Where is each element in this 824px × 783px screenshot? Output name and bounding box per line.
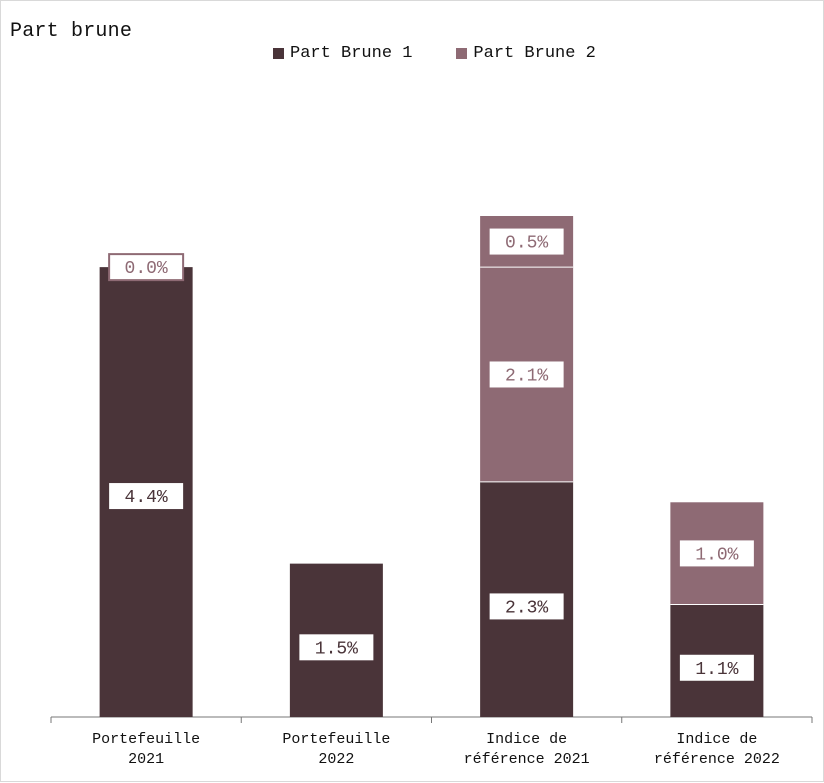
legend-label-series-1: Part Brune 1 xyxy=(290,44,413,63)
x-tick-label-2-line-1: référence 2021 xyxy=(464,751,590,768)
data-label-series-1-2-text: 2.3% xyxy=(505,598,548,618)
x-tick-label-0-line-1: 2021 xyxy=(128,751,164,768)
data-label-series-1-0: 4.4% xyxy=(109,483,184,510)
data-label-series-2-3: 1.0% xyxy=(679,540,754,567)
legend-item-series-1: Part Brune 1 xyxy=(273,44,412,63)
x-tick-label-1-line-0: Portefeuille xyxy=(282,731,390,748)
x-tick-label-2-line-0: Indice de xyxy=(486,731,567,748)
data-label-series-1-2-box xyxy=(489,593,564,620)
data-label-series-1-0-text: 4.4% xyxy=(125,488,168,508)
x-tick-label-1-line-1: 2022 xyxy=(318,751,354,768)
data-label-series-1-3-box xyxy=(679,654,754,681)
data-label-extra-2: 0.5% xyxy=(489,228,564,255)
data-label-series-1-1-text: 1.5% xyxy=(315,639,358,659)
x-tick-label-3-line-0: Indice de xyxy=(676,731,757,748)
data-label-series-2-0: 0.0% xyxy=(108,253,185,282)
data-label-series-2-3-box xyxy=(679,540,754,567)
data-label-series-2-2-box xyxy=(489,361,564,388)
data-label-series-2-0-text: 0.0% xyxy=(125,259,168,279)
data-label-series-1-1: 1.5% xyxy=(299,634,374,661)
data-label-extra-2-box xyxy=(489,228,564,255)
legend-item-series-2: Part Brune 2 xyxy=(456,44,596,63)
data-label-series-1-1-box xyxy=(299,634,374,661)
data-label-series-2-0-box xyxy=(108,253,185,282)
data-label-series-1-3-text: 1.1% xyxy=(695,660,738,680)
data-label-series-1-2: 2.3% xyxy=(489,593,564,620)
data-label-series-1-0-box xyxy=(109,483,184,510)
data-label-extra-2-text: 0.5% xyxy=(505,234,548,254)
legend-swatch-series-1 xyxy=(273,48,284,59)
data-label-series-2-3-text: 1.0% xyxy=(695,545,738,565)
x-tick-label-3-line-1: référence 2022 xyxy=(654,751,780,768)
x-tick-label-0-line-0: Portefeuille xyxy=(92,731,200,748)
legend-swatch-series-2 xyxy=(456,48,468,59)
data-label-series-1-3: 1.1% xyxy=(679,654,754,681)
legend: Part Brune 1 Part Brune 2 xyxy=(273,44,596,63)
data-label-series-2-2: 2.1% xyxy=(489,361,564,388)
chart-title: Part brune xyxy=(10,20,133,43)
data-label-series-2-2-text: 2.1% xyxy=(505,366,548,386)
legend-label-series-2: Part Brune 2 xyxy=(473,44,596,63)
